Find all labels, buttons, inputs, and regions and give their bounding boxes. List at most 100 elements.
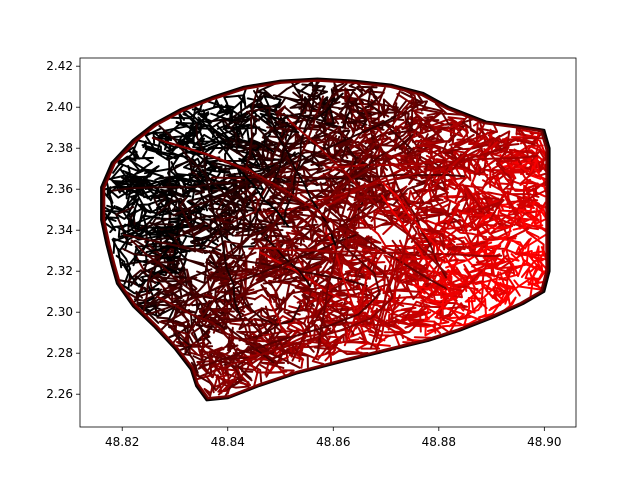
street-edge xyxy=(260,284,284,322)
street-edge xyxy=(499,249,512,270)
street-edge xyxy=(282,315,309,338)
street-edge xyxy=(384,318,423,338)
street-edge xyxy=(528,210,550,226)
street-edge xyxy=(441,141,454,155)
x-tick-label: 48.88 xyxy=(422,435,456,449)
street-edge xyxy=(338,90,364,116)
y-tick-label: 2.32 xyxy=(46,264,73,278)
street-edge xyxy=(463,236,493,249)
street-edge xyxy=(334,176,379,207)
street-edge xyxy=(449,275,460,297)
street-edge xyxy=(189,338,213,378)
street-edge xyxy=(134,245,191,264)
street-edge xyxy=(414,111,445,143)
street-edge xyxy=(268,300,299,340)
street-edge xyxy=(247,324,273,355)
street-edge xyxy=(450,308,473,321)
x-axis: 48.82 48.84 48.86 48.88 48.90 xyxy=(105,427,562,449)
street-edge xyxy=(482,214,511,250)
street-edge xyxy=(322,134,330,156)
street-edge xyxy=(139,203,151,213)
street-edge xyxy=(423,228,446,251)
street-edge xyxy=(168,157,196,204)
street-edge xyxy=(410,233,423,249)
street-edge xyxy=(307,189,339,202)
street-edge xyxy=(185,142,219,165)
street-edge xyxy=(352,184,374,205)
street-edge xyxy=(120,228,150,256)
plot-frame xyxy=(79,57,577,428)
street-edge xyxy=(216,126,261,146)
street-edge xyxy=(340,98,368,125)
boulevard-edge xyxy=(375,244,398,343)
street-edge xyxy=(222,118,249,154)
street-edge xyxy=(403,264,417,280)
street-edge xyxy=(418,201,428,220)
street-edge xyxy=(173,222,206,252)
boulevard-edge xyxy=(248,246,503,258)
street-edge xyxy=(182,113,199,137)
boulevard-edge xyxy=(156,295,301,369)
street-edge xyxy=(444,120,468,138)
street-edge xyxy=(145,225,190,235)
street-edge xyxy=(303,148,348,166)
street-edge xyxy=(127,212,166,233)
boulevard-edge xyxy=(381,194,465,312)
street-edge xyxy=(477,269,506,302)
street-edge xyxy=(115,254,126,263)
boulevard-edge xyxy=(343,249,378,347)
street-edge xyxy=(316,165,331,174)
river-bank-edge xyxy=(151,137,381,369)
boulevard-edge xyxy=(259,251,414,342)
street-edge xyxy=(430,179,448,193)
street-edge xyxy=(188,159,208,168)
street-edge xyxy=(505,248,523,269)
street-edge xyxy=(194,366,231,386)
street-edge xyxy=(196,109,208,119)
street-edge xyxy=(158,320,180,336)
street-edge xyxy=(528,250,545,272)
street-edge xyxy=(499,221,525,256)
street-edge xyxy=(107,182,163,202)
river-bank-edge xyxy=(164,141,394,373)
boulevard-edge xyxy=(111,177,364,192)
street-edge xyxy=(294,175,301,203)
boulevard-edge xyxy=(197,116,290,228)
street-edge xyxy=(467,171,489,176)
street-edge xyxy=(425,270,467,307)
y-tick-label: 2.28 xyxy=(46,346,73,360)
street-edge xyxy=(461,188,501,214)
street-edge xyxy=(272,176,283,202)
street-edge xyxy=(173,332,199,374)
x-tick-label: 48.84 xyxy=(211,435,245,449)
street-edge xyxy=(224,193,249,214)
street-edge xyxy=(528,255,548,273)
street-edge xyxy=(388,118,414,136)
y-tick-label: 2.26 xyxy=(46,387,73,401)
street-edge xyxy=(288,348,305,361)
boulevard-edge xyxy=(246,89,315,230)
street-edge xyxy=(205,250,226,275)
y-tick-label: 2.38 xyxy=(46,141,73,155)
ring-road-edge xyxy=(100,77,551,402)
street-edge xyxy=(323,129,353,148)
street-edge xyxy=(312,140,349,163)
street-edge xyxy=(434,219,488,239)
street-edge xyxy=(322,273,352,309)
street-edge xyxy=(508,157,548,185)
street-edge xyxy=(248,342,301,367)
street-edge xyxy=(497,216,523,229)
street-edge xyxy=(449,126,475,146)
street-edge xyxy=(135,290,169,307)
network-edges xyxy=(100,77,551,402)
street-edge xyxy=(103,206,137,226)
street-edge xyxy=(209,93,268,123)
y-tick-label: 2.42 xyxy=(46,59,73,73)
street-edge xyxy=(274,81,301,100)
street-edge xyxy=(363,86,382,115)
street-edge xyxy=(237,287,249,306)
boulevard-edge xyxy=(355,93,448,279)
street-edge xyxy=(225,333,239,353)
street-edge xyxy=(228,336,266,371)
boulevard-edge xyxy=(382,131,489,235)
